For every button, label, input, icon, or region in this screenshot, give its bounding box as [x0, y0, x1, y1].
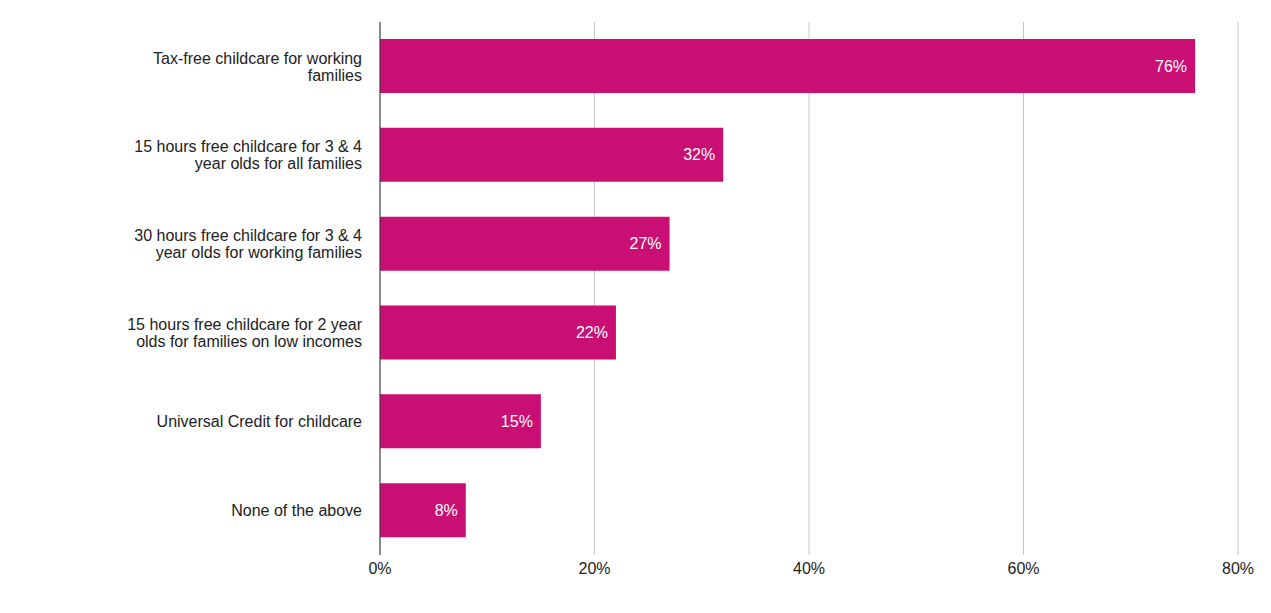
svg-text:Tax-free childcare for working: Tax-free childcare for workingfamilies [153, 50, 362, 84]
svg-text:0%: 0% [368, 560, 391, 577]
svg-text:Universal Credit for childcare: Universal Credit for childcare [157, 413, 363, 430]
svg-text:40%: 40% [793, 560, 825, 577]
svg-text:8%: 8% [435, 502, 458, 519]
svg-text:32%: 32% [683, 146, 715, 163]
svg-text:80%: 80% [1222, 560, 1254, 577]
svg-text:27%: 27% [630, 235, 662, 252]
svg-text:60%: 60% [1007, 560, 1039, 577]
svg-text:None of the above: None of the above [231, 502, 362, 519]
svg-text:15 hours free childcare for 2: 15 hours free childcare for 2 yearolds f… [127, 316, 362, 350]
svg-text:15 hours free childcare for 3: 15 hours free childcare for 3 & 4year ol… [134, 138, 362, 172]
svg-text:30 hours free childcare for 3: 30 hours free childcare for 3 & 4year ol… [134, 227, 362, 261]
svg-text:20%: 20% [578, 560, 610, 577]
svg-text:22%: 22% [576, 324, 608, 341]
svg-text:15%: 15% [501, 413, 533, 430]
svg-text:76%: 76% [1155, 58, 1187, 75]
